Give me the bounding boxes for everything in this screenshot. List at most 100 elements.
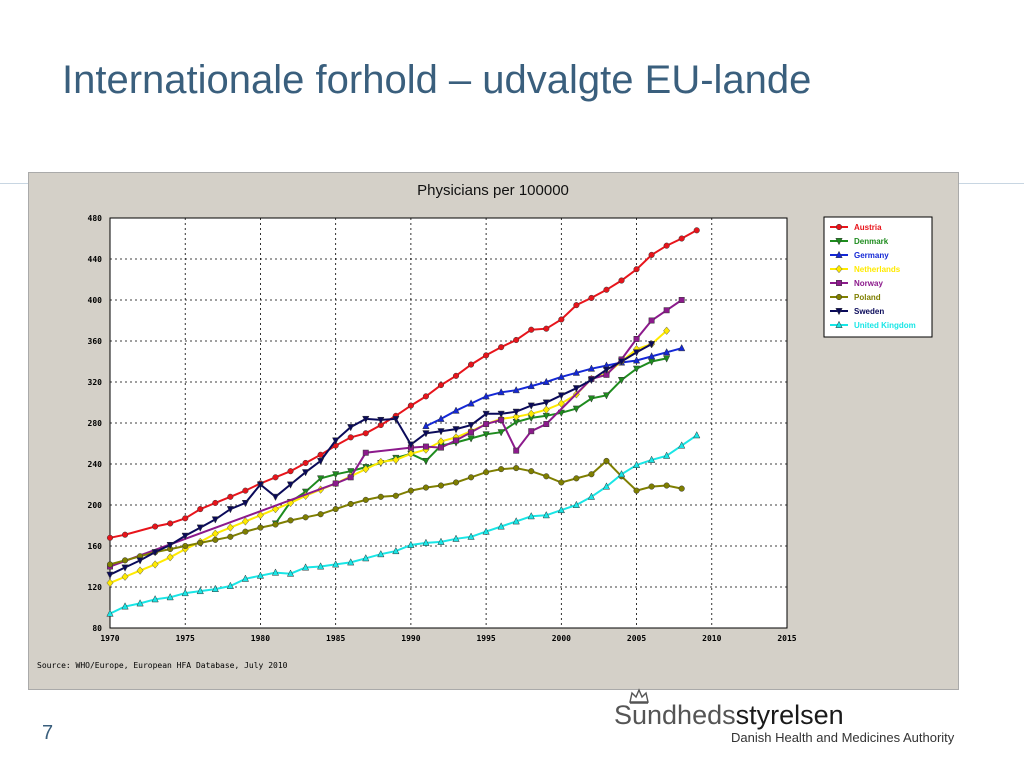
data-point-poland — [392, 492, 399, 499]
data-point-norway — [678, 297, 685, 303]
data-point-austria — [212, 499, 219, 507]
data-point-poland — [648, 483, 655, 490]
data-point-united-kingdom — [572, 500, 580, 508]
data-point-netherlands — [663, 326, 671, 335]
data-point-germany — [497, 387, 505, 396]
data-point-poland — [182, 542, 189, 550]
data-point-sweden — [332, 437, 340, 445]
data-point-netherlands — [136, 566, 144, 575]
data-point-norway — [422, 443, 429, 450]
data-point-netherlands — [151, 560, 159, 569]
data-point-austria — [302, 459, 309, 467]
data-point-united-kingdom — [557, 505, 565, 514]
data-point-poland — [302, 514, 309, 521]
data-point-austria — [182, 515, 189, 522]
x-tick-label: 2010 — [702, 634, 721, 643]
data-point-norway — [513, 447, 520, 454]
data-point-austria — [121, 531, 129, 538]
data-point-denmark — [663, 355, 671, 363]
x-tick-label: 2000 — [552, 634, 571, 643]
data-point-germany — [678, 343, 686, 352]
data-point-austria — [498, 344, 505, 351]
data-point-poland — [452, 479, 460, 486]
data-point-poland — [197, 539, 204, 546]
data-point-sweden — [632, 349, 641, 357]
data-point-sweden — [256, 481, 265, 489]
data-point-germany — [542, 377, 550, 385]
data-point-united-kingdom — [181, 588, 189, 597]
data-point-united-kingdom — [106, 609, 114, 617]
data-point-austria — [317, 451, 324, 458]
data-point-germany — [572, 368, 580, 376]
data-point-united-kingdom — [482, 527, 490, 535]
legend-label-austria: Austria — [854, 223, 882, 232]
data-point-austria — [468, 361, 475, 368]
data-point-netherlands — [392, 455, 400, 465]
data-point-sweden — [572, 385, 580, 393]
data-point-poland — [377, 493, 384, 500]
y-tick-label: 280 — [88, 419, 103, 428]
data-point-austria — [272, 474, 279, 481]
data-point-united-kingdom — [602, 482, 611, 490]
data-point-sweden — [226, 506, 234, 514]
data-point-netherlands — [407, 449, 415, 458]
data-point-united-kingdom — [437, 537, 445, 545]
data-point-poland — [347, 500, 354, 508]
data-point-united-kingdom — [512, 517, 520, 525]
data-point-netherlands — [362, 464, 370, 474]
data-point-norway — [663, 307, 670, 314]
data-point-sweden — [452, 426, 460, 434]
data-point-austria — [452, 372, 460, 379]
data-point-united-kingdom — [422, 538, 430, 546]
data-point-norway — [836, 280, 842, 286]
sundhedsstyrelsen-logo: Sundhedsstyrelsen Danish Health and Medi… — [610, 688, 1010, 760]
data-point-denmark — [347, 468, 355, 476]
data-point-poland — [272, 521, 279, 528]
physicians-chart: Physicians per 100000 1970 1975 1980 1985 199… — [37, 182, 933, 670]
data-point-germany — [452, 406, 460, 414]
data-point-norway — [483, 421, 490, 427]
data-point-poland — [362, 496, 369, 503]
data-point-austria — [835, 223, 843, 231]
data-point-poland — [437, 482, 445, 489]
data-point-austria — [167, 520, 174, 527]
x-tick-label: 1970 — [100, 634, 119, 643]
data-point-denmark — [332, 471, 340, 479]
data-point-poland — [528, 468, 535, 475]
y-tick-label: 160 — [88, 542, 103, 551]
y-tick-label: 360 — [88, 337, 103, 346]
y-tick-label: 120 — [88, 583, 103, 592]
data-point-germany — [557, 372, 565, 380]
legend-label-denmark: Denmark — [854, 237, 889, 246]
data-point-united-kingdom — [271, 568, 280, 576]
data-point-austria — [633, 266, 640, 273]
data-point-sweden — [271, 493, 280, 502]
data-point-united-kingdom — [678, 441, 686, 449]
data-point-netherlands — [557, 399, 565, 408]
data-point-denmark — [632, 365, 641, 373]
data-point-austria — [152, 523, 159, 530]
data-point-denmark — [497, 429, 505, 437]
data-point-austria — [618, 277, 625, 284]
y-tick-label: 80 — [92, 624, 102, 633]
data-point-norway — [438, 444, 444, 451]
data-point-poland — [332, 506, 339, 513]
y-tick-label: 200 — [88, 501, 103, 510]
data-point-united-kingdom — [332, 560, 340, 568]
data-point-austria — [603, 286, 610, 293]
data-point-poland — [573, 475, 580, 482]
data-point-austria — [588, 294, 595, 301]
legend-label-united-kingdom: United Kingdom — [854, 321, 916, 330]
data-point-sweden — [211, 516, 219, 524]
data-point-united-kingdom — [136, 599, 144, 607]
data-point-sweden — [587, 377, 596, 385]
data-point-poland — [543, 473, 550, 480]
data-point-germany — [437, 414, 445, 422]
data-point-poland — [257, 524, 264, 531]
data-point-poland — [663, 482, 670, 489]
data-point-sweden — [347, 424, 355, 432]
legend-label-germany: Germany — [854, 251, 889, 260]
data-point-netherlands — [121, 572, 129, 581]
data-point-sweden — [602, 366, 611, 374]
data-point-austria — [287, 468, 294, 475]
